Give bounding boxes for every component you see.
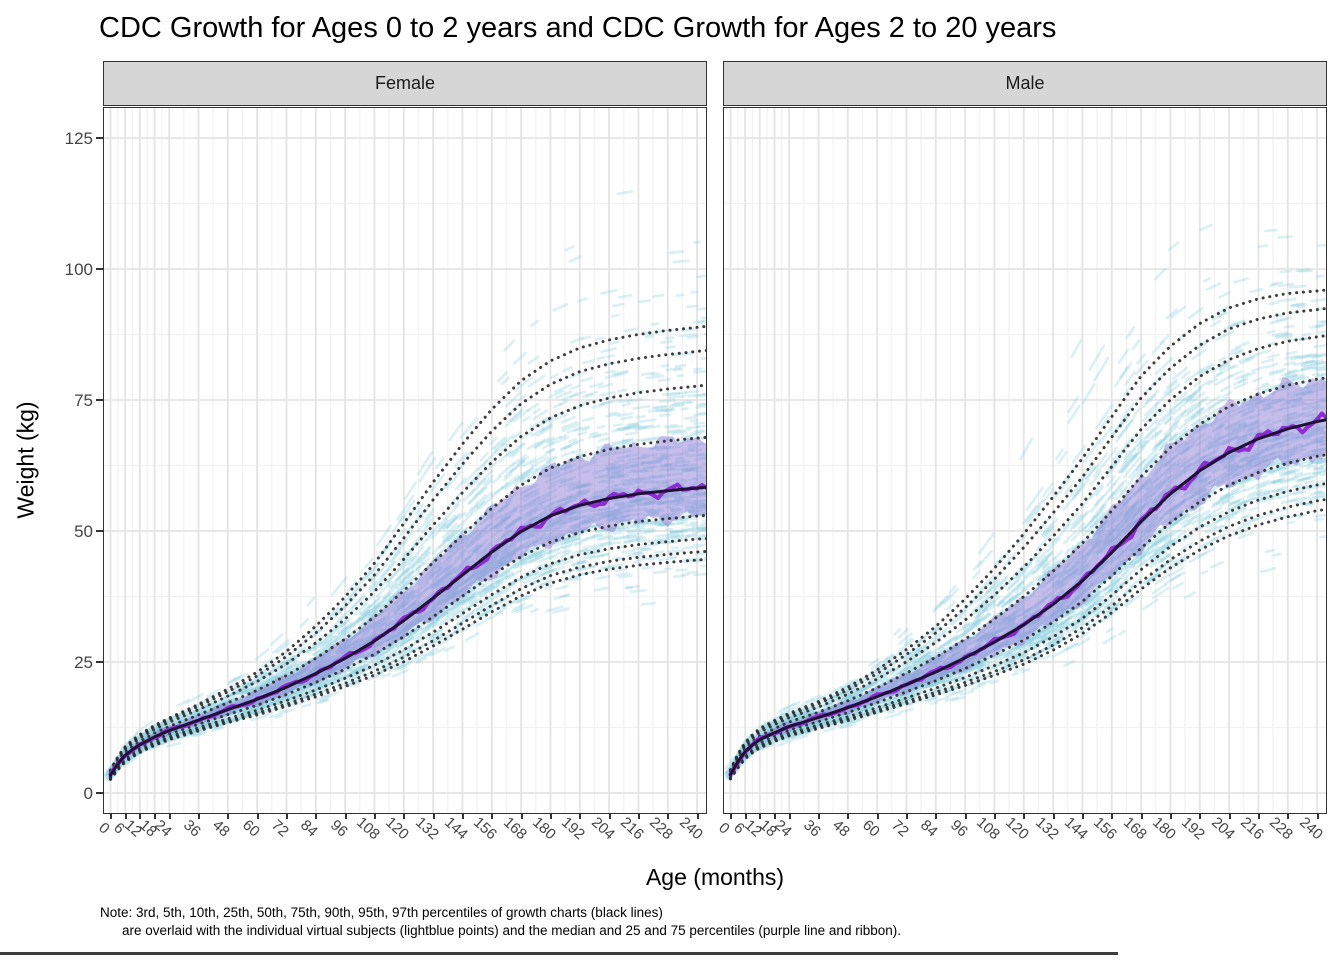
x-tick-mark (788, 813, 791, 819)
female-plot-canvas (104, 107, 706, 813)
caption-line-2: are overlaid with the individual virtual… (122, 923, 901, 938)
x-tick-mark (847, 813, 850, 819)
facet-strip-female: Female (103, 61, 707, 106)
x-tick-mark (110, 813, 112, 819)
x-tick-mark (773, 813, 776, 819)
y-tick-mark (96, 399, 103, 401)
male-plot-canvas (724, 107, 1326, 813)
y-tick-label: 75 (74, 390, 93, 410)
x-tick-mark (139, 813, 142, 819)
x-tick-mark (549, 813, 552, 819)
facet-strip-male: Male (723, 61, 1327, 106)
y-tick-mark (96, 792, 103, 794)
x-tick-mark (1287, 813, 1290, 819)
y-tick-mark (96, 268, 103, 270)
page-title: CDC Growth for Ages 0 to 2 years and CDC… (99, 12, 1057, 44)
x-tick-mark (1023, 813, 1026, 819)
x-tick-mark (153, 813, 156, 819)
y-tick-label: 50 (74, 521, 93, 541)
window-edge-bar (0, 952, 1118, 955)
x-tick-mark (124, 813, 127, 819)
y-tick-mark (96, 530, 103, 532)
x-tick-mark (285, 813, 288, 819)
y-tick-mark (96, 137, 103, 139)
x-tick-mark (744, 813, 747, 819)
x-tick-mark (608, 813, 611, 819)
x-tick-mark (1111, 813, 1114, 819)
x-tick-mark (227, 813, 230, 819)
x-tick-mark (759, 813, 762, 819)
x-tick-mark (403, 813, 406, 819)
x-tick-mark (637, 813, 640, 819)
facet-strip-female-label: Female (374, 73, 436, 93)
caption-line-1: Note: 3rd, 5th, 10th, 25th, 50th, 75th, … (100, 905, 663, 920)
x-tick-mark (876, 813, 879, 819)
x-tick-mark (1140, 813, 1143, 819)
x-tick-mark (1081, 813, 1084, 819)
x-tick-mark (579, 813, 582, 819)
x-tick-mark (491, 813, 494, 819)
x-tick-mark (1052, 813, 1055, 819)
x-tick-mark (696, 813, 699, 819)
x-tick-mark (993, 813, 996, 819)
x-tick-mark (432, 813, 435, 819)
x-tick-mark (964, 813, 967, 819)
x-tick-mark (817, 813, 820, 819)
x-tick-mark (168, 813, 171, 819)
x-tick-mark (730, 813, 732, 819)
x-tick-mark (315, 813, 318, 819)
y-tick-mark (96, 661, 103, 663)
x-tick-mark (1228, 813, 1231, 819)
x-tick-mark (667, 813, 670, 819)
y-tick-label: 125 (64, 128, 93, 148)
plot-panel-male (723, 106, 1327, 814)
facet-strip-male-label: Male (1005, 73, 1045, 93)
x-tick-mark (344, 813, 347, 819)
x-tick-mark (197, 813, 200, 819)
x-tick-mark (1199, 813, 1202, 819)
x-tick-mark (373, 813, 376, 819)
y-tick-label: 25 (74, 652, 93, 672)
y-tick-label: 100 (64, 259, 93, 279)
x-tick-mark (1169, 813, 1172, 819)
x-axis-title: Age (months) (645, 864, 785, 890)
x-tick-mark (905, 813, 908, 819)
y-tick-label: 0 (83, 783, 93, 803)
x-tick-mark (1257, 813, 1260, 819)
x-tick-mark (935, 813, 938, 819)
x-tick-mark (520, 813, 523, 819)
plot-panel-female (103, 106, 707, 814)
x-tick-mark (461, 813, 464, 819)
x-tick-mark (256, 813, 259, 819)
x-tick-mark (1316, 813, 1319, 819)
